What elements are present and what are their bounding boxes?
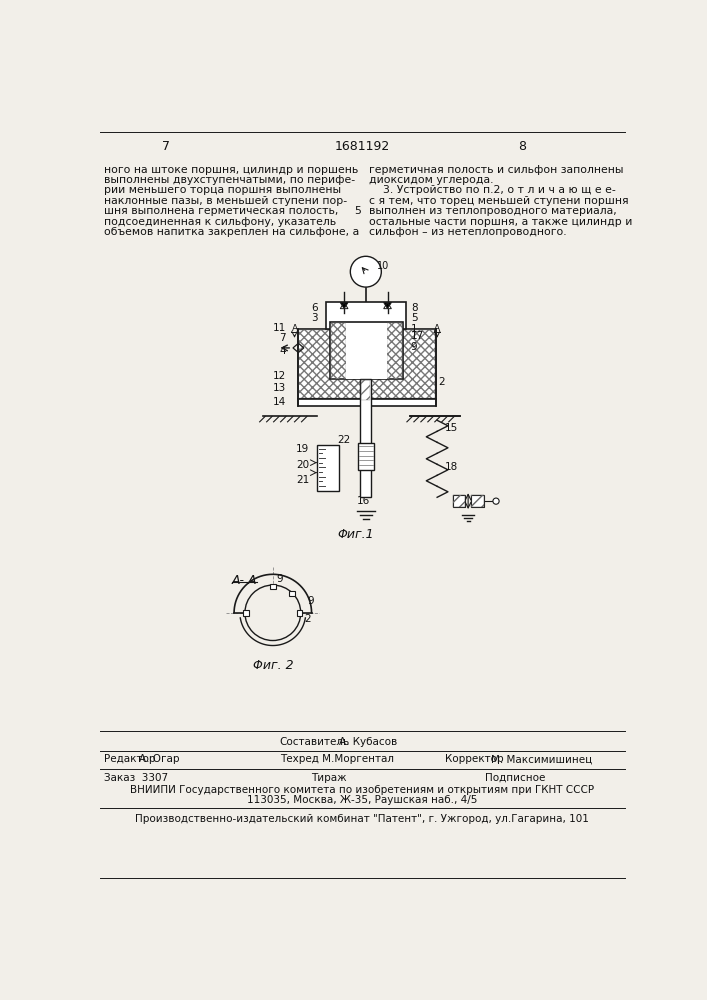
Bar [472, 495, 484, 507]
Text: 16: 16 [357, 496, 370, 506]
Text: 19: 19 [296, 444, 309, 454]
Text: 2: 2 [438, 377, 445, 387]
Text: рии меньшего торца поршня выполнены: рии меньшего торца поршня выполнены [104, 185, 341, 195]
Bar [325, 302, 406, 329]
Text: 113035, Москва, Ж-35, Раушская наб., 4/5: 113035, Москва, Ж-35, Раушская наб., 4/5 [247, 795, 477, 805]
Text: 9: 9 [276, 574, 283, 584]
Text: А- А: А- А [232, 574, 257, 587]
Text: Φиг.1: Φиг.1 [337, 528, 374, 541]
Text: 6: 6 [311, 303, 317, 313]
Text: Подписное: Подписное [485, 773, 546, 783]
Text: 1: 1 [411, 324, 417, 334]
Text: Корректор: Корректор [445, 754, 503, 764]
Text: выполнен из теплопроводного материала,: выполнен из теплопроводного материала, [369, 206, 617, 216]
Bar [297, 610, 303, 616]
Text: 4: 4 [279, 346, 286, 356]
Circle shape [245, 585, 300, 641]
Text: 2: 2 [305, 614, 311, 624]
Bar [346, 323, 387, 379]
Bar [298, 330, 435, 398]
Text: выполнены двухступенчатыми, по перифе-: выполнены двухступенчатыми, по перифе- [104, 175, 355, 185]
Text: подсоединенная к сильфону, указатель: подсоединенная к сильфону, указатель [104, 217, 336, 227]
Polygon shape [340, 302, 348, 309]
Text: 20: 20 [296, 460, 309, 470]
Bar [298, 329, 436, 399]
Text: остальные части поршня, а также цилиндр и: остальные части поршня, а также цилиндр … [369, 217, 632, 227]
Text: 3. Устройство по п.2, о т л и ч а ю щ е е-: 3. Устройство по п.2, о т л и ч а ю щ е … [369, 185, 616, 195]
Text: 18: 18 [445, 462, 458, 472]
Text: 10: 10 [377, 261, 389, 271]
Text: шня выполнена герметическая полость,: шня выполнена герметическая полость, [104, 206, 338, 216]
Bar [298, 399, 436, 406]
Text: 3: 3 [311, 313, 317, 323]
Text: 9: 9 [307, 596, 313, 606]
Text: 7: 7 [279, 333, 286, 343]
Text: А: А [434, 324, 440, 333]
Polygon shape [384, 302, 392, 309]
Bar [243, 610, 249, 616]
Text: Составитель: Составитель [280, 737, 350, 747]
Text: 15: 15 [445, 423, 458, 433]
Bar [452, 495, 465, 507]
Text: 22: 22 [337, 435, 351, 445]
Text: А. Кубасов: А. Кубасов [339, 737, 397, 747]
Bar [289, 591, 295, 596]
Text: 5: 5 [355, 206, 361, 216]
Text: Техред М.Моргентал: Техред М.Моргентал [280, 754, 394, 764]
Text: герметичная полость и сильфон заполнены: герметичная полость и сильфон заполнены [369, 165, 624, 175]
Text: 9: 9 [411, 342, 417, 352]
Text: 7: 7 [162, 140, 170, 153]
Circle shape [351, 256, 381, 287]
Bar [358, 443, 373, 470]
Text: А. Огар: А. Огар [139, 754, 180, 764]
Bar [331, 323, 346, 379]
Text: М. Максимишинец: М. Максимишинец [491, 754, 592, 764]
Text: объемов напитка закреплен на сильфоне, а: объемов напитка закреплен на сильфоне, а [104, 227, 359, 237]
Bar [317, 445, 339, 491]
Text: Редактор: Редактор [104, 754, 156, 764]
Text: диоксидом углерода.: диоксидом углерода. [369, 175, 493, 185]
Text: Тираж: Тираж [311, 773, 346, 783]
Text: 8: 8 [518, 140, 527, 153]
Text: 1681192: 1681192 [334, 140, 390, 153]
Bar [330, 322, 403, 379]
Bar [361, 380, 370, 400]
Text: ВНИИПИ Государственного комитета по изобретениям и открытиям при ГКНТ СССР: ВНИИПИ Государственного комитета по изоб… [130, 785, 594, 795]
Circle shape [493, 498, 499, 504]
Text: Φиг. 2: Φиг. 2 [252, 659, 293, 672]
Text: А: А [291, 324, 298, 333]
Text: 21: 21 [296, 475, 309, 485]
Text: Заказ  3307: Заказ 3307 [104, 773, 168, 783]
Text: 11: 11 [273, 323, 286, 333]
Text: 8: 8 [411, 303, 417, 313]
Bar [387, 323, 402, 379]
Text: с я тем, что торец меньшей ступени поршня: с я тем, что торец меньшей ступени поршн… [369, 196, 629, 206]
Text: наклонные пазы, в меньшей ступени пор-: наклонные пазы, в меньшей ступени пор- [104, 196, 347, 206]
Bar [270, 584, 276, 589]
Bar [472, 495, 484, 507]
Text: 13: 13 [273, 383, 286, 393]
Text: 14: 14 [273, 397, 286, 407]
Text: Производственно-издательский комбинат "Патент", г. Ужгород, ул.Гагарина, 101: Производственно-издательский комбинат "П… [135, 814, 589, 824]
Bar [361, 379, 371, 497]
Bar [452, 495, 465, 507]
Text: ного на штоке поршня, цилиндр и поршень: ного на штоке поршня, цилиндр и поршень [104, 165, 358, 175]
Text: 5: 5 [411, 313, 417, 323]
Text: 17: 17 [411, 331, 424, 341]
Text: 12: 12 [273, 371, 286, 381]
Text: сильфон – из нетеплопроводного.: сильфон – из нетеплопроводного. [369, 227, 566, 237]
